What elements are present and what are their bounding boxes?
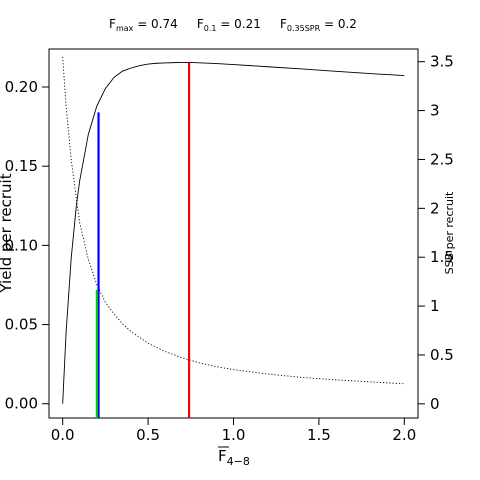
y-right-tick-label: 0.5 [430, 346, 454, 364]
series-lines [62, 56, 405, 404]
x-tick-label: 1.5 [307, 426, 331, 444]
chart-title-text: Fmax = 0.74 F0.1 = 0.21 F0.35SPR = 0.2 [109, 17, 357, 33]
x-tick-label: 0.5 [136, 426, 160, 444]
x-axis-title-text: F4−8 [218, 447, 250, 468]
y-right-tick-label: 2 [430, 199, 440, 217]
y-right-tick-label: 3.5 [430, 53, 454, 71]
plot-frame [48, 48, 419, 419]
yield-per-recruit-line [62, 62, 405, 404]
ssb-per-recruit-line [62, 56, 405, 385]
y-left-tick-label: 0.15 [5, 157, 38, 175]
chart-title: Fmax = 0.74 F0.1 = 0.21 F0.35SPR = 0.2 [109, 17, 357, 33]
x-axis-title: F4−8 [218, 446, 250, 468]
y-right-tick-label: 3 [430, 102, 440, 120]
y-axis-right-title: SSB per recruit [443, 191, 456, 274]
y-right-tick-label: 1.5 [430, 248, 454, 266]
y-axis-left-title: Yield per recruit [0, 173, 15, 293]
y-left-tick-label: 0.00 [5, 395, 38, 413]
reference-lines [95, 62, 191, 418]
y-left-tick-label: 0.10 [5, 236, 38, 254]
y-right-tick-label: 0 [430, 395, 440, 413]
x-tick-label: 0.0 [51, 426, 75, 444]
y-right-tick-label: 1 [430, 297, 440, 315]
axes: 0.0 0.5 1.0 1.5 2.0 0.00 0.05 0.10 0.15 0.20 0 0.5 1… [5, 53, 454, 444]
y-right-tick-label: 2.5 [430, 150, 454, 168]
x-tick-label: 1.0 [222, 426, 246, 444]
y-left-tick-label: 0.20 [5, 78, 38, 96]
x-tick-label: 2.0 [392, 426, 416, 444]
y-left-tick-label: 0.05 [5, 316, 38, 334]
